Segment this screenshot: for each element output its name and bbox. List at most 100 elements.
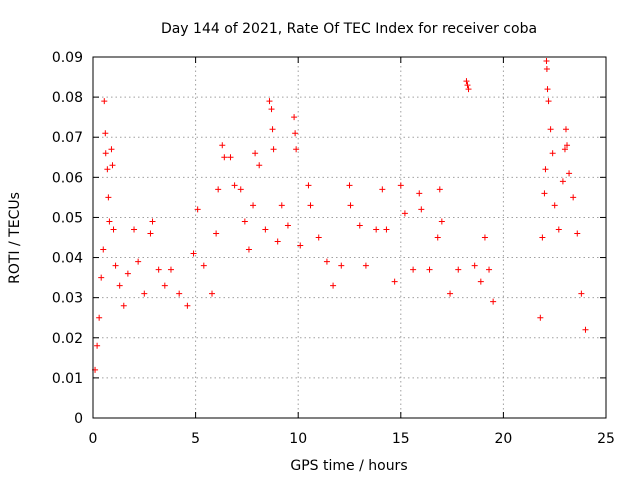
data-point <box>564 142 571 149</box>
y-tick-label: 0.07 <box>52 130 83 146</box>
data-point <box>465 86 472 93</box>
data-point <box>131 226 138 233</box>
data-point <box>262 226 269 233</box>
data-point <box>161 282 168 289</box>
data-point <box>436 186 443 193</box>
data-point <box>102 130 109 137</box>
data-point <box>184 302 191 309</box>
data-point <box>543 58 550 65</box>
data-point <box>120 302 127 309</box>
grid-lines <box>93 57 606 418</box>
data-point <box>135 258 142 265</box>
data-point <box>338 262 345 269</box>
axis-ticks <box>92 56 607 419</box>
data-point <box>379 186 386 193</box>
data-point <box>231 182 238 189</box>
y-axis-label: ROTI / TECUs <box>7 192 23 284</box>
data-point <box>270 146 277 153</box>
data-point <box>578 290 585 297</box>
x-tick-label: 0 <box>89 431 98 447</box>
data-point <box>562 126 569 133</box>
data-point <box>105 194 112 201</box>
data-point <box>307 202 314 209</box>
data-point <box>330 282 337 289</box>
data-point <box>481 234 488 241</box>
x-tick-label: 25 <box>597 431 615 447</box>
data-point <box>155 266 162 273</box>
data-point <box>237 186 244 193</box>
data-point <box>570 194 577 201</box>
data-point <box>543 66 550 73</box>
data-point <box>383 226 390 233</box>
chart-title: Day 144 of 2021, Rate Of TEC Index for r… <box>161 21 537 37</box>
plot-frame <box>92 56 607 419</box>
data-point <box>574 230 581 237</box>
x-tick-label: 10 <box>289 431 307 447</box>
data-point <box>245 246 252 253</box>
data-point <box>315 234 322 241</box>
x-tick-label: 15 <box>392 431 410 447</box>
data-point <box>278 202 285 209</box>
data-point <box>401 210 408 217</box>
data-point <box>347 202 354 209</box>
data-point <box>426 266 433 273</box>
data-point <box>545 98 552 105</box>
data-point <box>227 154 234 161</box>
data-point <box>194 206 201 213</box>
data-point <box>463 78 470 85</box>
data-point <box>544 86 551 93</box>
y-tick-label: 0.05 <box>52 210 83 226</box>
y-tick-label: 0.06 <box>52 170 83 186</box>
data-point <box>410 266 417 273</box>
data-point <box>542 166 549 173</box>
data-point <box>112 262 119 269</box>
x-tick-label: 20 <box>494 431 512 447</box>
data-point <box>98 274 105 281</box>
data-point <box>284 222 291 229</box>
data-point <box>356 222 363 229</box>
y-tick-label: 0.01 <box>52 371 83 387</box>
data-point <box>109 162 116 169</box>
data-point <box>397 182 404 189</box>
data-point <box>94 342 101 349</box>
data-point <box>268 106 275 113</box>
data-point <box>539 234 546 241</box>
data-point <box>149 218 156 225</box>
data-point <box>200 262 207 269</box>
data-point <box>241 218 248 225</box>
data-point <box>213 230 220 237</box>
data-point <box>346 182 353 189</box>
data-point <box>256 162 263 169</box>
data-point <box>555 226 562 233</box>
data-point <box>416 190 423 197</box>
data-point <box>559 178 566 185</box>
data-point <box>547 126 554 133</box>
data-point <box>190 250 197 257</box>
data-point <box>250 202 257 209</box>
data-point <box>305 182 312 189</box>
y-tick-label: 0 <box>74 411 83 427</box>
data-point <box>566 170 573 177</box>
data-point <box>269 126 276 133</box>
data-point <box>141 290 148 297</box>
data-point <box>291 114 298 121</box>
data-point <box>96 314 103 321</box>
data-point <box>293 146 300 153</box>
data-point <box>362 262 369 269</box>
data-point <box>490 298 497 305</box>
x-axis-label: GPS time / hours <box>290 458 407 474</box>
y-tick-label: 0.03 <box>52 291 83 307</box>
data-point <box>110 226 117 233</box>
data-point <box>101 98 108 105</box>
y-tick-label: 0.04 <box>52 251 83 267</box>
data-point <box>373 226 380 233</box>
data-point <box>297 242 304 249</box>
y-tick-labels: 0 0.01 0.02 0.03 0.04 0.05 0.06 0.07 0.08 0.09 <box>52 50 83 427</box>
data-marks <box>92 58 589 373</box>
data-point <box>209 290 216 297</box>
data-point <box>486 266 493 273</box>
data-point <box>274 238 281 245</box>
data-point <box>447 290 454 297</box>
data-point <box>102 150 109 157</box>
